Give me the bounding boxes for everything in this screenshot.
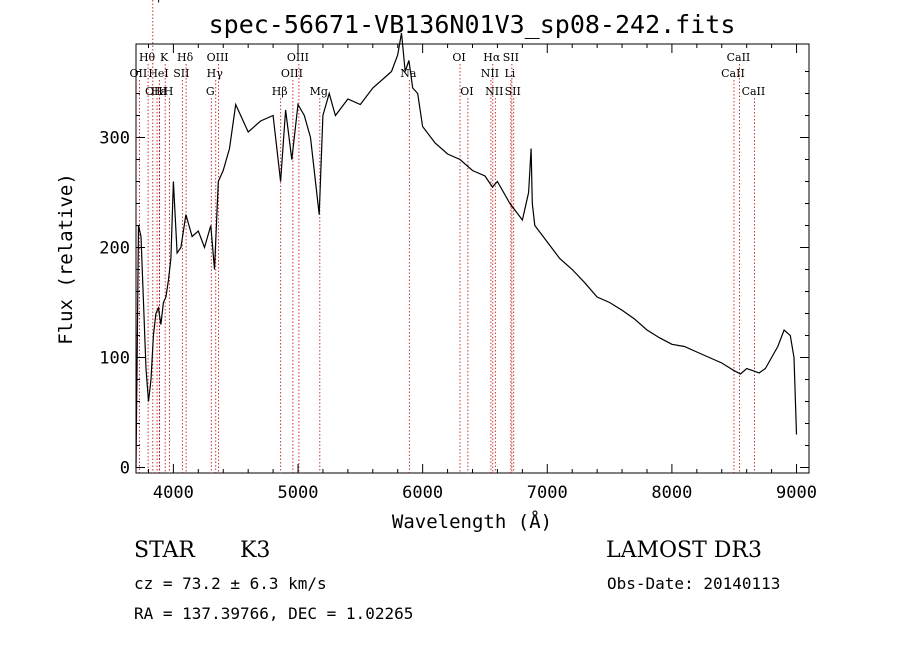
spectral-line-label: Hδ [177, 51, 194, 64]
x-tick-label: 7000 [527, 483, 568, 503]
y-tick-label: 100 [99, 349, 130, 369]
spectral-line-label: G [206, 85, 215, 98]
x-tick-label: 5000 [278, 483, 319, 503]
spectral-line-label: Li [504, 67, 515, 80]
spectral-line-label: CaII [727, 51, 751, 64]
spectral-line-label: SII [505, 85, 521, 98]
spectral-line-label: Hη [144, 0, 160, 3]
y-axis-label: Flux (relative) [55, 173, 77, 345]
spectral-line-label: OIII [287, 51, 309, 64]
x-tick-label: 6000 [402, 483, 443, 503]
x-tick-label: 8000 [651, 483, 692, 503]
spectral-line-label: CaII [742, 85, 766, 98]
spectral-line-label: OII [130, 67, 148, 80]
ra-dec-coordinates: RA = 137.39766, DEC = 1.02265 [134, 604, 414, 623]
spectral-line-label: HeI [148, 67, 168, 80]
spectral-line-label: Mg [310, 85, 328, 98]
spectral-line-label: Hγ [207, 67, 224, 80]
spectral-line-label: CaII [721, 67, 745, 80]
spectral-line-label: Hθ [139, 51, 156, 64]
spectral-line-label: SII [503, 51, 519, 64]
spectral-line-label: SII [173, 67, 189, 80]
spectral-line-label: K [160, 51, 169, 64]
y-tick-label: 0 [120, 459, 130, 479]
x-tick-label: 4000 [153, 483, 194, 503]
spectral-line-label: OI [460, 85, 473, 98]
spectral-line-label: NII [481, 67, 499, 80]
x-axis-label: Wavelength (Å) [392, 510, 552, 533]
spectral-lines-layer: HθOIIOIIIHεHηKHeISIIHHδOIIIHγGHβOIIIOIII… [130, 0, 766, 473]
spectral-line-label: NII [485, 85, 503, 98]
survey-label: LAMOST DR3 [606, 538, 762, 563]
object-subclass: K3 [240, 538, 271, 563]
spectrum-series [135, 32, 798, 468]
spectral-line-label: OIII [207, 51, 229, 64]
y-tick-label: 200 [99, 239, 130, 259]
spectral-line-label: Hε [151, 85, 167, 98]
spectral-line-label: OIII [145, 85, 167, 98]
x-tick-label: 9000 [776, 483, 817, 503]
spectral-line-label: OIII [281, 67, 303, 80]
spectral-line-label: OI [452, 51, 465, 64]
y-tick-label: 300 [99, 129, 130, 149]
spectral-line-label: Hα [483, 51, 501, 64]
redshift-velocity: cz = 73.2 ± 6.3 km/s [134, 574, 327, 593]
object-class: STAR [134, 538, 195, 563]
axis-ticks-layer: 4000 5000 6000 7000 8000 9000 0 100 200 300 [99, 44, 817, 503]
chart-title: spec-56671-VB136N01V3_sp08-242.fits [209, 10, 736, 39]
spectral-line-label: Hβ [272, 85, 288, 98]
spectral-line-label: H [164, 85, 174, 98]
spectral-line-label: Na [400, 67, 417, 80]
observation-date: Obs-Date: 20140113 [607, 574, 781, 593]
